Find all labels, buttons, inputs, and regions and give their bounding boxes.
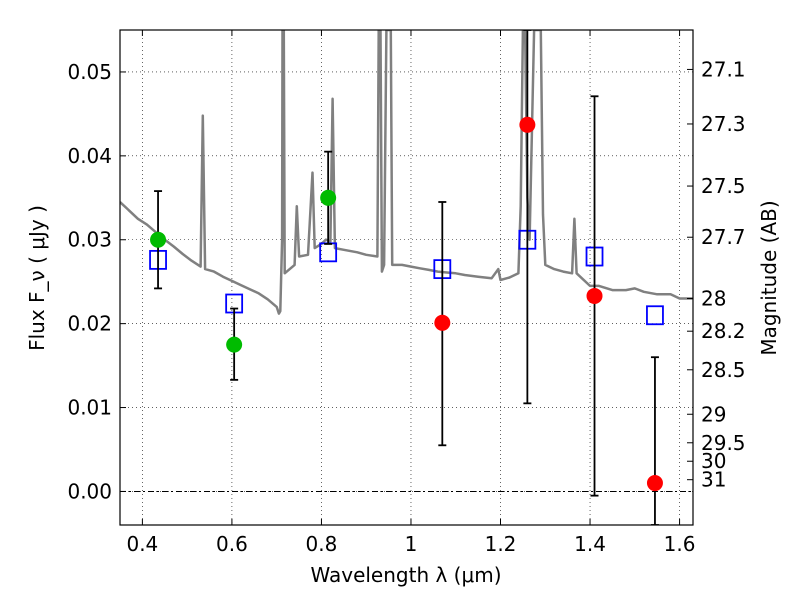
magnitude-tick-label: 28: [701, 286, 726, 310]
x-tick-label: 1.4: [574, 532, 606, 556]
magnitude-tick-label: 30: [701, 449, 726, 473]
green-data-point: [226, 336, 243, 353]
y-tick-label: 0.03: [67, 228, 112, 252]
y-tick-label: 0.01: [67, 396, 112, 420]
x-tick-label: 1.6: [664, 532, 696, 556]
magnitude-tick-label: 31: [701, 468, 726, 492]
magnitude-tick-label: 28.2: [701, 319, 746, 343]
data-layer: [120, 30, 693, 525]
magnitude-tick-label: 29: [701, 402, 726, 426]
magnitude-tick-label: 27.1: [701, 57, 746, 81]
x-tick-label: 0.4: [126, 532, 158, 556]
y-tick-label: 0.05: [67, 60, 112, 84]
x-tick-label: 1.2: [485, 532, 517, 556]
x-axis-label: Wavelength λ (μm): [310, 563, 501, 587]
y-tick-label: 0.04: [67, 144, 112, 168]
spectrum-line: [120, 30, 693, 315]
plot-background: [120, 30, 693, 525]
magnitude-tick-label: 27.5: [701, 174, 746, 198]
red-data-point: [434, 314, 451, 331]
red-data-point: [586, 287, 603, 304]
magnitude-tick-label: 28.5: [701, 358, 746, 382]
red-data-point: [646, 475, 663, 492]
x-tick-label: 0.8: [306, 532, 338, 556]
y-tick-label: 0.02: [67, 312, 112, 336]
model-square-point: [646, 305, 664, 326]
y-axis-label-right: Magnitude (AB): [757, 200, 781, 355]
y-axis-label-left: Flux F_ν ( μJy ): [25, 205, 49, 351]
x-tick-label: 1: [405, 532, 418, 556]
plot-frame: [119, 29, 694, 526]
red-data-point: [519, 116, 536, 133]
ticks: 0.4 0.6 0.8 1 1.2 1.4 1.6 0.00 0.01 0.02 0.03 0.04 0…: [67, 30, 746, 556]
x-tick-label: 0.6: [216, 532, 248, 556]
magnitude-tick-label: 29.5: [701, 431, 746, 455]
y-tick-label: 0.00: [67, 479, 112, 503]
magnitude-tick-label: 27.3: [701, 112, 746, 136]
green-data-point: [150, 231, 167, 248]
grid: [120, 30, 693, 525]
green-data-point: [320, 189, 337, 206]
magnitude-tick-label: 27.7: [701, 225, 746, 249]
